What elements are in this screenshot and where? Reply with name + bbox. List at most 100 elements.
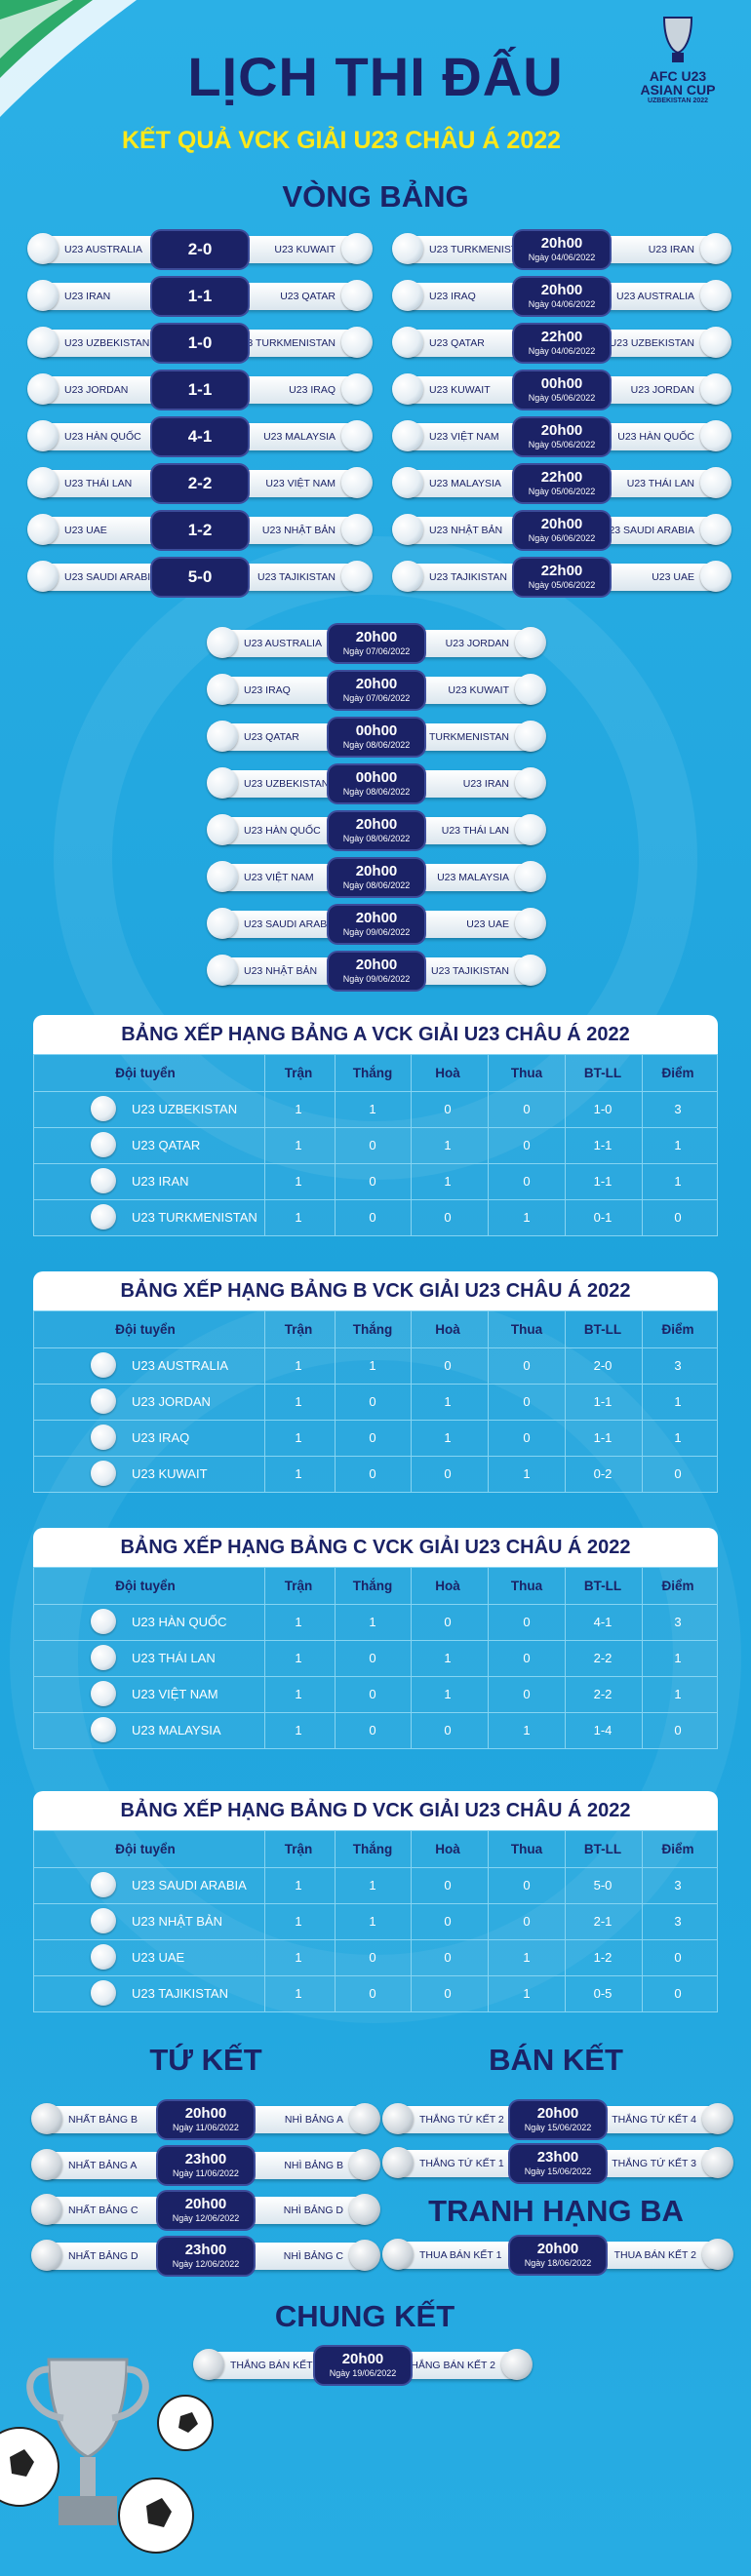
table-cell: 0 <box>523 1174 531 1189</box>
column-header: BT-LL <box>583 1579 622 1593</box>
row-divider <box>34 1127 717 1128</box>
table-cell: 1 <box>444 1174 452 1189</box>
home-team: U23 QATAR <box>244 731 299 743</box>
row-divider <box>34 1604 717 1605</box>
away-team: U23 SAUDI ARABIA <box>601 525 694 536</box>
away-team: U23 MALAYSIA <box>437 872 509 883</box>
flag <box>27 420 59 451</box>
flag <box>207 627 238 658</box>
flag <box>501 2349 533 2380</box>
date: Ngày 18/06/2022 <box>524 2258 592 2268</box>
match: NHẤT BẢNG A NHÌ BẢNG B 23h00 Ngày 11/06/202… <box>31 2146 380 2184</box>
match-center: 2-2 <box>152 465 248 502</box>
home-team: U23 VIỆT NAM <box>244 872 314 883</box>
home-team: NHẤT BẢNG B <box>68 2114 138 2126</box>
home-team: THUA BÁN KẾT 1 <box>419 2249 502 2261</box>
team-name: U23 SAUDI ARABIA <box>132 1878 247 1893</box>
row-divider <box>34 1347 717 1348</box>
match-center: 1-2 <box>152 512 248 549</box>
flag <box>392 327 423 358</box>
date: Ngày 05/06/2022 <box>528 580 596 590</box>
row-divider <box>34 1676 717 1677</box>
table-body: Đội tuyển Trận Thắng Hoà Thua BT-LL Điểm U23 HÀ… <box>33 1567 718 1749</box>
table-cell: 0 <box>444 1914 452 1929</box>
match: U23 THÁI LAN U23 VIỆT NAM 2-2 <box>27 465 373 502</box>
match: NHẤT BẢNG D NHÌ BẢNG C 23h00 Ngày 12/06/202… <box>31 2237 380 2275</box>
row-divider <box>34 1163 717 1164</box>
flag <box>341 420 373 451</box>
match-center: 22h00 Ngày 05/06/2022 <box>514 559 610 596</box>
away-team: U23 HÀN QUỐC <box>617 431 694 443</box>
time: 20h00 <box>355 910 398 926</box>
table-cell: 1 <box>444 1394 452 1409</box>
table-cell: 3 <box>674 1358 682 1373</box>
table-cell: 0 <box>444 1466 452 1481</box>
column-divider <box>642 1568 643 1748</box>
flag <box>700 467 731 498</box>
table-cell: 0 <box>674 1723 682 1737</box>
match-center: 20h00 Ngày 19/06/2022 <box>315 2347 411 2384</box>
time: 22h00 <box>540 469 583 486</box>
flag <box>207 908 238 939</box>
score: 1-1 <box>187 287 213 305</box>
date: Ngày 08/06/2022 <box>342 834 411 843</box>
column-divider <box>335 1831 336 2011</box>
column-divider <box>264 1831 265 2011</box>
column-divider <box>488 1311 489 1492</box>
match-center: 20h00 Ngày 09/06/2022 <box>329 953 424 990</box>
table-cell: 0 <box>369 1986 376 2001</box>
date: Ngày 05/06/2022 <box>528 393 596 403</box>
time: 22h00 <box>540 329 583 345</box>
home-team: U23 NHẬT BẢN <box>429 525 503 536</box>
column-header: Thua <box>510 1322 543 1337</box>
flag <box>341 561 373 592</box>
table-cell: 1 <box>295 1651 302 1665</box>
time: 23h00 <box>184 2241 227 2258</box>
flag <box>91 1645 116 1670</box>
flag <box>31 2148 62 2180</box>
table-cell: 1 <box>295 1950 302 1965</box>
table-cell: 0-2 <box>593 1466 613 1481</box>
team-name: U23 MALAYSIA <box>132 1723 221 1737</box>
flag <box>392 467 423 498</box>
flag <box>341 280 373 311</box>
match-center: 22h00 Ngày 04/06/2022 <box>514 325 610 362</box>
flag <box>91 1352 116 1378</box>
team-name: U23 THÁI LAN <box>132 1651 216 1665</box>
home-team: U23 SAUDI ARABIA <box>64 571 158 583</box>
match: NHẤT BẢNG B NHÌ BẢNG A 20h00 Ngày 11/06/202… <box>31 2101 380 2138</box>
table-cell: 5-0 <box>593 1878 613 1893</box>
column-header: Điểm <box>661 1066 694 1080</box>
match: U23 TAJIKISTAN U23 UAE 22h00 Ngày 05/06/202… <box>392 559 731 596</box>
home-team: U23 NHẬT BẢN <box>244 965 318 977</box>
match-center: 20h00 Ngày 08/06/2022 <box>329 812 424 849</box>
flag <box>91 1425 116 1450</box>
team-name: U23 NHẬT BẢN <box>132 1914 222 1929</box>
table-cell: 1 <box>295 1394 302 1409</box>
table-cell: 3 <box>674 1914 682 1929</box>
flag <box>349 2194 380 2225</box>
match: U23 KUWAIT U23 JORDAN 00h00 Ngày 05/06/2022 <box>392 371 731 409</box>
column-divider <box>642 1055 643 1235</box>
match: U23 SAUDI ARABIA U23 TAJIKISTAN 5-0 <box>27 559 373 596</box>
subtitle: KẾT QUẢ VCK GIẢI U23 CHÂU Á 2022 <box>121 127 562 154</box>
match: U23 AUSTRALIA U23 KUWAIT 2-0 <box>27 231 373 268</box>
flag <box>515 627 546 658</box>
table-cell: 0 <box>674 1210 682 1225</box>
score: 1-2 <box>187 521 213 539</box>
time: 20h00 <box>540 516 583 532</box>
table-cell: 0 <box>444 1878 452 1893</box>
away-team: NHÌ BẢNG B <box>284 2159 343 2171</box>
table-cell: 0 <box>444 1358 452 1373</box>
home-team: U23 JORDAN <box>64 384 129 396</box>
section-title: BÁN KẾT <box>489 2043 623 2077</box>
match: U23 JORDAN U23 IRAQ 1-1 <box>27 371 373 409</box>
flag <box>31 2103 62 2134</box>
table-cell: 0 <box>444 1615 452 1629</box>
away-team: THUA BÁN KẾT 2 <box>613 2249 696 2261</box>
home-team: U23 UZBEKISTAN <box>244 778 330 790</box>
table-title: BẢNG XẾP HẠNG BẢNG B VCK GIẢI U23 CHÂU Á… <box>33 1271 718 1310</box>
table-cell: 0-1 <box>593 1210 613 1225</box>
time: 20h00 <box>355 863 398 879</box>
